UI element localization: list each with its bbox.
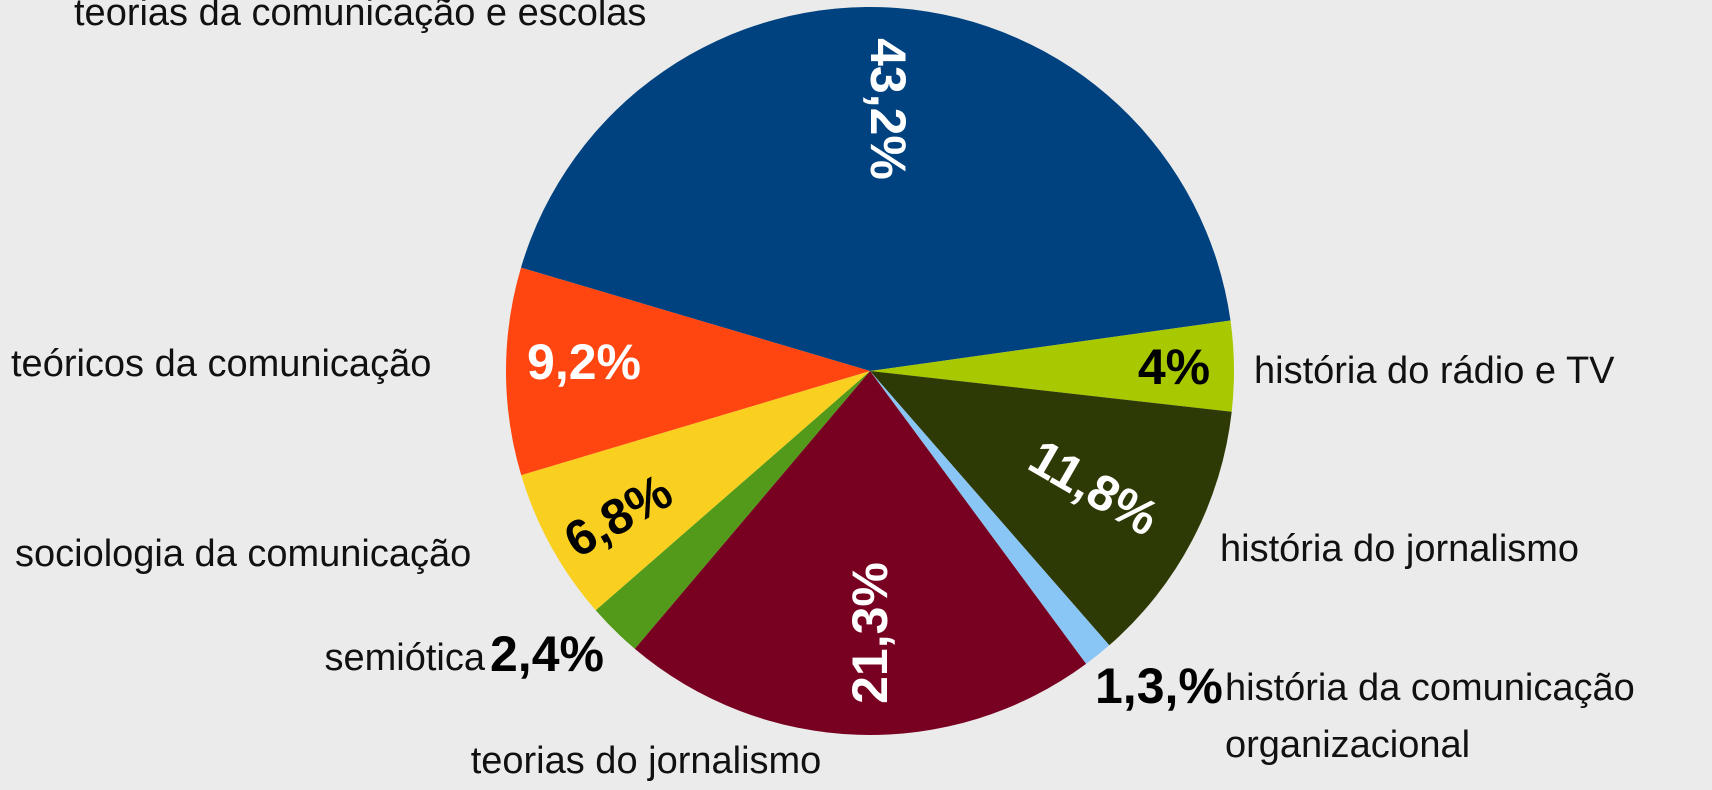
value-label: 4% [1138,339,1210,395]
pie-slice [870,320,1234,412]
category-label: sociologia da comunicação [15,532,472,575]
pie-slice [634,371,1087,735]
category-label: história da comunicação organizacional [1225,666,1635,766]
pie-slice [520,7,1231,372]
pie-slice [870,371,1232,646]
category-label: teorias do jornalismo [470,739,822,782]
category-label: história do jornalismo [1220,527,1580,570]
value-label: 21,3% [842,562,898,704]
pie-slice [521,371,870,611]
category-label: história do rádio e TV [1254,349,1615,392]
category-label: semiótica [324,636,486,679]
category-label: teorias da comunicação e escolas [74,0,647,34]
value-label: 2,4% [490,626,604,682]
pie-slice [595,371,870,649]
value-label: 9,2% [527,334,641,390]
value-label: 43,2% [860,38,916,180]
pie-slice [506,267,870,476]
pie-slice [870,371,1110,664]
category-label: teóricos da comunicação [11,342,432,385]
value-label: 1,3,% [1095,658,1223,714]
